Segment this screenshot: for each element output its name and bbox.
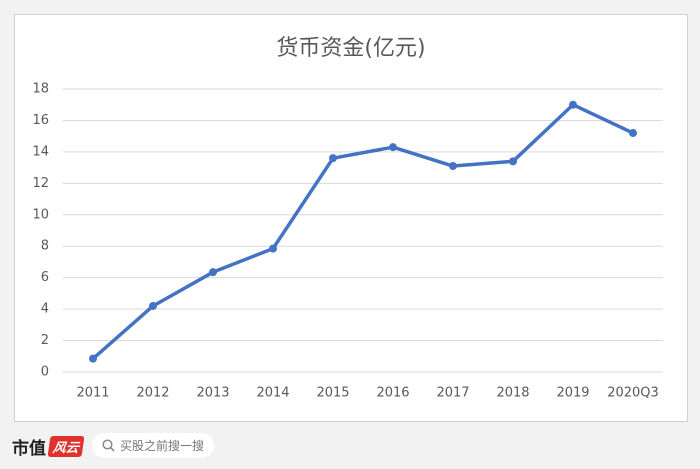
chart: 货币资金(亿元) 0 2 4 6 8 10 12 14 16 18 2011 2012 2013 2014… [32,36,663,401]
x-tick-label: 2020Q3 [607,386,659,401]
chart-title: 货币资金(亿元) [276,36,425,61]
y-tick-label: 2 [41,333,49,348]
y-tick-label: 8 [41,239,49,254]
data-point [449,162,457,171]
data-point [509,157,517,166]
y-tick-label: 12 [32,176,49,191]
data-point [569,100,577,109]
data-point [269,244,277,253]
y-tick-label: 10 [32,207,49,222]
y-tick-label: 0 [41,365,49,380]
y-tick-label: 4 [41,302,49,317]
data-point [89,354,97,363]
chart-card: 货币资金(亿元) 0 2 4 6 8 10 12 14 16 18 2011 2012 2013 2014… [14,14,688,422]
y-tick-label: 18 [32,82,49,97]
search-icon [102,439,115,452]
x-tick-label: 2013 [196,386,229,401]
data-point [629,129,637,138]
brand-logo: 风云 [47,435,85,457]
brand-name: 市值 [12,438,46,459]
y-tick-label: 16 [32,113,49,128]
search-box[interactable]: 买股之前搜一搜 [92,433,214,458]
x-tick-label: 2019 [556,386,589,401]
x-tick-label: 2011 [76,386,109,401]
x-tick-label: 2016 [376,386,409,401]
data-point [209,268,217,277]
search-placeholder: 买股之前搜一搜 [120,439,205,453]
y-tick-label: 14 [32,144,49,159]
x-tick-label: 2012 [136,386,169,401]
x-tick-label: 2017 [436,386,469,401]
x-tick-label: 2015 [316,386,349,401]
data-point [149,301,157,310]
series-line [91,102,635,361]
data-point [329,154,337,163]
brand[interactable]: 市值 风云 [12,434,85,459]
data-point [389,143,397,152]
x-tick-label: 2014 [256,386,289,401]
x-tick-label: 2018 [496,386,529,401]
y-tick-label: 6 [41,270,49,285]
